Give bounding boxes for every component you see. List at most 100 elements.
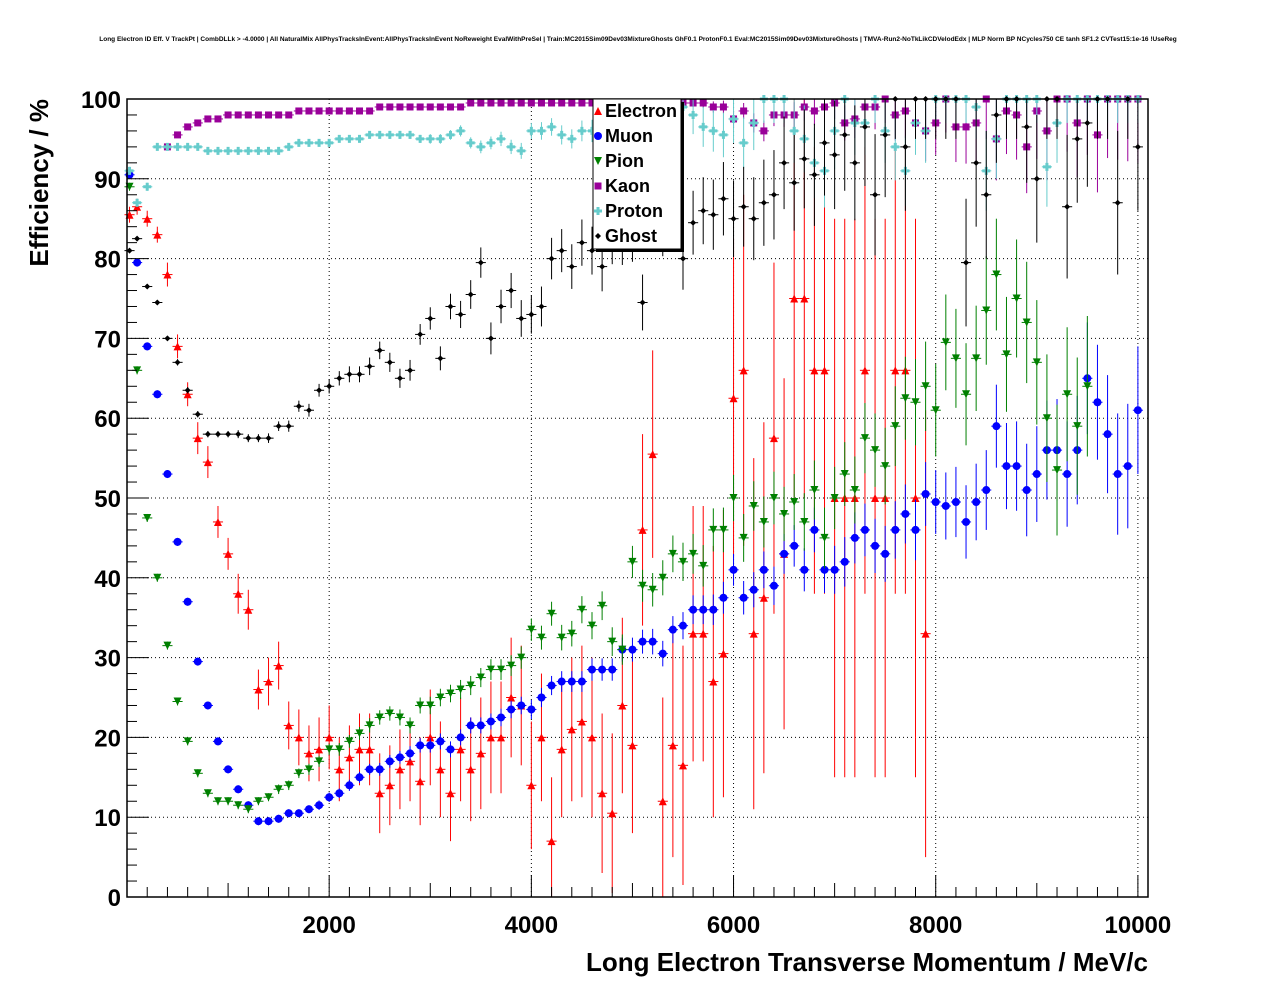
data-point xyxy=(497,134,506,143)
data-point xyxy=(497,733,506,742)
data-point xyxy=(709,525,718,534)
data-point xyxy=(153,390,162,399)
y-tick-label: 20 xyxy=(94,725,121,752)
data-point xyxy=(729,494,738,502)
data-point xyxy=(699,629,708,638)
data-point xyxy=(255,435,262,442)
x-tick-label: 10000 xyxy=(1105,912,1172,939)
data-point xyxy=(882,131,889,138)
data-point xyxy=(872,191,879,198)
legend-label: Pion xyxy=(605,151,644,171)
data-point xyxy=(225,431,232,438)
data-point xyxy=(547,122,556,131)
data-point xyxy=(366,363,373,370)
data-point xyxy=(729,114,738,123)
data-point xyxy=(558,99,566,107)
data-point xyxy=(729,394,738,403)
data-point xyxy=(265,111,273,119)
chart-title: Long Electron ID Eff. V TrackPt | CombDL… xyxy=(99,36,1177,43)
data-point xyxy=(1042,414,1051,423)
data-point xyxy=(911,494,920,502)
data-point xyxy=(254,111,262,119)
data-point xyxy=(821,139,828,146)
data-point xyxy=(1134,143,1141,150)
data-point xyxy=(183,142,192,151)
data-point xyxy=(417,331,424,338)
data-point xyxy=(770,191,777,198)
data-point xyxy=(396,103,404,111)
data-point xyxy=(1133,406,1142,415)
legend-label: Ghost xyxy=(605,226,657,246)
data-point xyxy=(163,470,172,479)
data-point xyxy=(163,142,172,151)
data-point xyxy=(224,111,232,119)
data-point xyxy=(678,761,687,770)
data-point xyxy=(538,303,545,310)
data-point xyxy=(719,525,728,534)
legend-marker xyxy=(594,107,602,115)
data-point xyxy=(456,685,465,694)
y-tick-label: 0 xyxy=(108,885,121,912)
data-point xyxy=(416,701,425,710)
data-point xyxy=(759,517,768,526)
data-point xyxy=(305,407,312,414)
data-point xyxy=(325,745,334,754)
data-point xyxy=(517,653,526,662)
data-point xyxy=(235,431,242,438)
data-point xyxy=(1113,470,1122,479)
data-point xyxy=(850,486,859,495)
data-point xyxy=(315,757,324,766)
data-point xyxy=(891,422,900,431)
legend-box xyxy=(592,98,682,250)
data-point xyxy=(668,549,677,558)
series-muon xyxy=(124,170,1143,826)
data-point xyxy=(244,605,253,614)
data-point xyxy=(639,299,646,306)
data-point xyxy=(275,111,283,119)
data-point xyxy=(304,805,313,814)
data-point xyxy=(911,398,920,407)
data-point xyxy=(730,215,737,222)
data-point xyxy=(284,142,293,151)
data-point xyxy=(577,677,586,686)
data-point xyxy=(325,107,333,115)
data-point xyxy=(699,561,708,570)
data-point xyxy=(407,367,414,374)
data-point xyxy=(749,501,758,510)
data-point xyxy=(335,107,343,115)
y-tick-label: 80 xyxy=(94,247,121,274)
data-point xyxy=(951,497,960,506)
data-point xyxy=(477,99,485,107)
data-point xyxy=(759,593,768,602)
data-point xyxy=(710,211,717,218)
data-point xyxy=(1042,162,1051,171)
data-layer xyxy=(124,95,1143,897)
data-point xyxy=(800,294,809,303)
data-point xyxy=(487,99,495,107)
data-point xyxy=(143,182,152,191)
data-point xyxy=(386,103,394,111)
data-point xyxy=(537,126,546,135)
data-point xyxy=(668,741,677,750)
x-tick-label: 6000 xyxy=(707,912,760,939)
data-point xyxy=(507,142,516,151)
data-point xyxy=(285,111,293,119)
legend-marker xyxy=(594,132,602,140)
data-point xyxy=(507,661,516,670)
data-point xyxy=(810,107,818,115)
data-point xyxy=(204,115,212,123)
data-point xyxy=(1033,175,1040,182)
data-point xyxy=(588,621,597,630)
data-point xyxy=(163,270,172,279)
data-point xyxy=(558,247,565,254)
data-point xyxy=(193,769,202,778)
data-point xyxy=(800,565,809,574)
data-point xyxy=(304,138,313,147)
data-point xyxy=(224,146,233,155)
data-point xyxy=(126,247,133,254)
data-point xyxy=(851,159,858,166)
legend-entry-electron: Electron xyxy=(594,101,677,121)
data-point xyxy=(193,657,202,666)
data-point xyxy=(294,138,303,147)
data-point xyxy=(1123,462,1132,471)
